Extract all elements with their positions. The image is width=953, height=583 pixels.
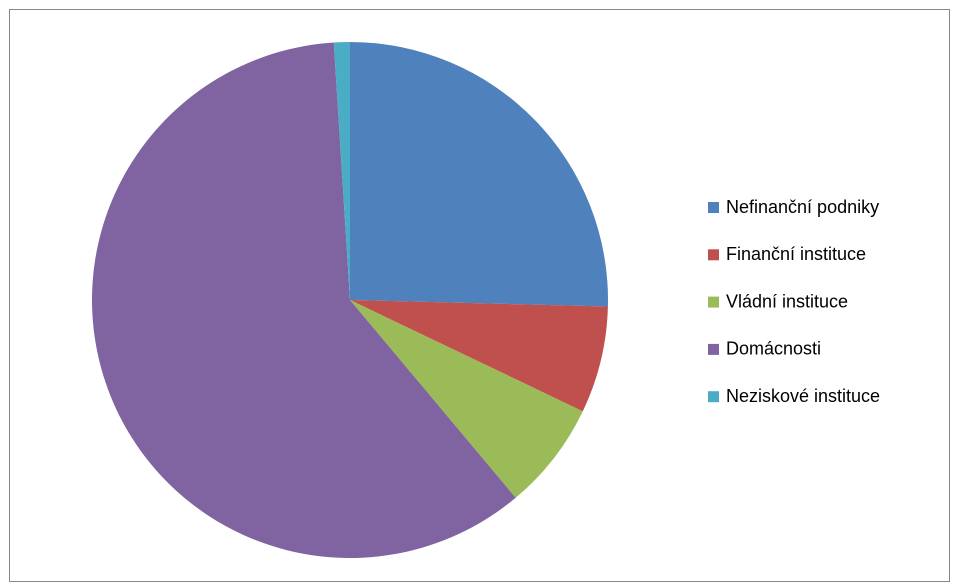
pie-slice <box>350 300 608 412</box>
pie-slice <box>91 42 516 559</box>
legend-label: Neziskové instituce <box>726 386 880 406</box>
legend-label: Vládní instituce <box>726 291 848 311</box>
legend-swatch <box>708 296 719 308</box>
legend-swatch <box>708 249 719 261</box>
pie-slice <box>350 300 583 498</box>
legend-swatch <box>708 343 719 355</box>
legend-swatch <box>708 391 719 403</box>
pie-slice <box>333 42 350 300</box>
legend-label: Domácnosti <box>726 339 821 359</box>
legend-label: Finanční instituce <box>726 244 866 264</box>
pie-slice <box>350 42 608 307</box>
legend-swatch <box>708 202 719 213</box>
legend-label: Nefinanční podniky <box>726 197 879 217</box>
